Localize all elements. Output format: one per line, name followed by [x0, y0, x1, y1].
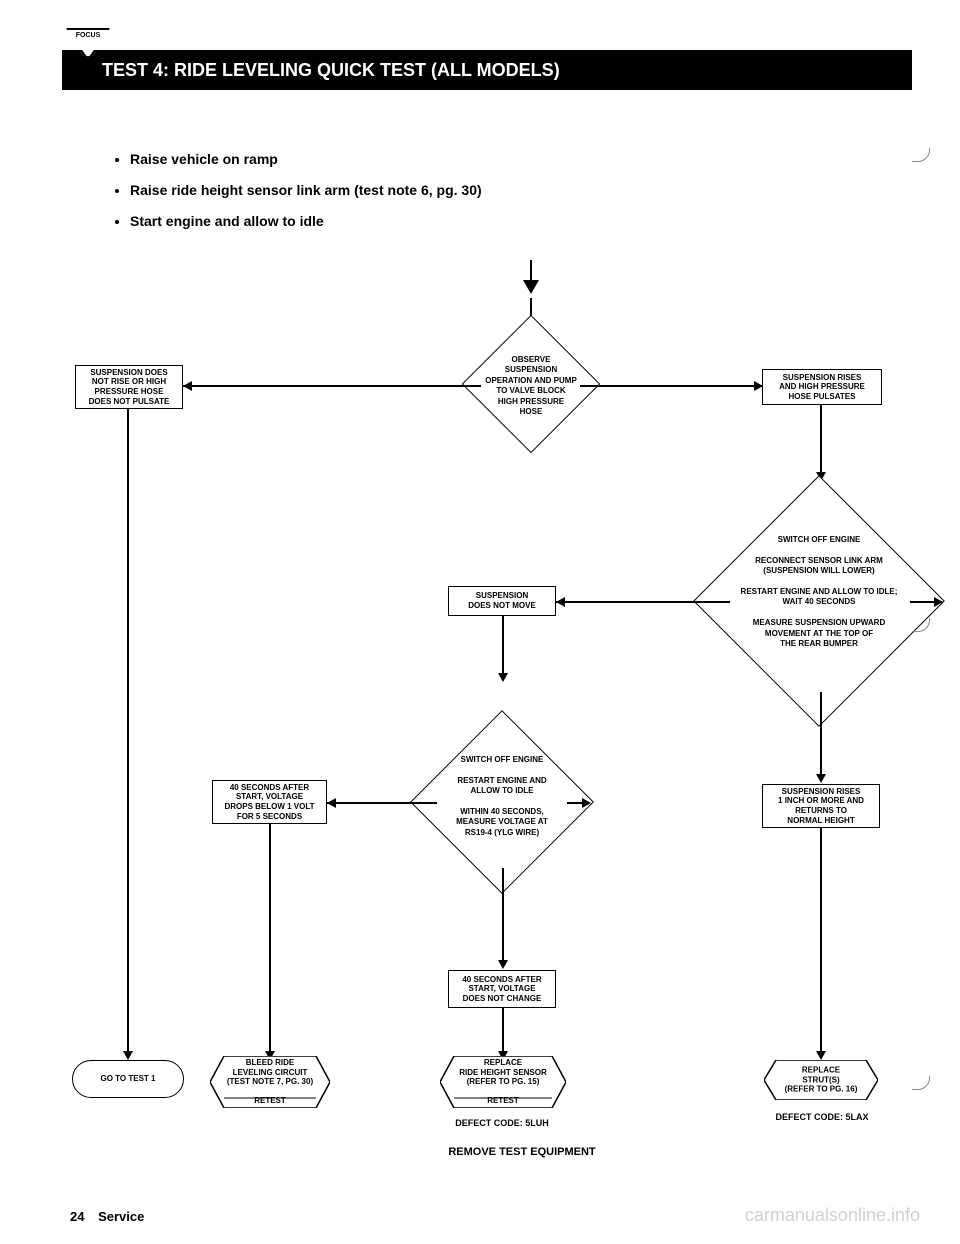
watermark: carmanualsonline.info — [745, 1205, 920, 1226]
connector — [556, 601, 730, 603]
page-curl — [912, 148, 930, 162]
arrow-left-icon — [327, 798, 336, 808]
not-rise-text: SUSPENSION DOESNOT RISE OR HIGHPRESSURE … — [89, 368, 170, 406]
arrow-down-icon — [816, 774, 826, 783]
not-move-box: SUSPENSIONDOES NOT MOVE — [448, 586, 556, 616]
observe-decision — [462, 315, 601, 454]
not-move-text: SUSPENSIONDOES NOT MOVE — [468, 591, 536, 610]
no-change-text: 40 SECONDS AFTERSTART, VOLTAGEDOES NOT C… — [462, 975, 541, 1004]
connector — [183, 385, 481, 387]
header-title: TEST 4: RIDE LEVELING QUICK TEST (ALL MO… — [102, 60, 560, 81]
connector — [502, 868, 504, 963]
switch-off-1-decision — [693, 475, 945, 727]
goto-test1-text: GO TO TEST 1 — [101, 1074, 156, 1084]
remove-equipment-text: REMOVE TEST EQUIPMENT — [432, 1146, 612, 1158]
arrow-down-icon — [816, 1051, 826, 1060]
connector — [127, 409, 129, 1054]
arrow-down-icon — [498, 960, 508, 969]
defect-code-slax: DEFECT CODE: 5LAX — [772, 1112, 872, 1122]
defect-code-sluh: DEFECT CODE: 5LUH — [452, 1118, 552, 1128]
test-header: TEST 4: RIDE LEVELING QUICK TEST (ALL MO… — [62, 50, 912, 90]
replace-strut-hexagon: REPLACESTRUT(S)(REFER TO PG. 16) — [764, 1060, 878, 1100]
arrow-right-icon — [934, 597, 943, 607]
connector — [820, 692, 822, 777]
connector — [820, 405, 822, 475]
connector — [502, 1008, 504, 1054]
no-change-box: 40 SECONDS AFTERSTART, VOLTAGEDOES NOT C… — [448, 970, 556, 1008]
not-rise-box: SUSPENSION DOESNOT RISE OR HIGHPRESSURE … — [75, 365, 183, 409]
arrow-left-icon — [556, 597, 565, 607]
bleed-hexagon: BLEED RIDELEVELING CIRCUIT(TEST NOTE 7, … — [210, 1056, 330, 1108]
connector — [820, 828, 822, 1054]
arrow-down-icon — [523, 280, 539, 294]
rises-normal-box: SUSPENSION RISES1 INCH OR MORE ANDRETURN… — [762, 784, 880, 828]
flowchart: OBSERVESUSPENSIONOPERATION AND PUMPTO VA… — [62, 260, 942, 1170]
bullet-item: Start engine and allow to idle — [130, 206, 482, 237]
instruction-bullets: Raise vehicle on ramp Raise ride height … — [90, 144, 482, 236]
bullet-item: Raise ride height sensor link arm (test … — [130, 175, 482, 206]
arrow-left-icon — [183, 381, 192, 391]
rises-pulsates-text: SUSPENSION RISESAND HIGH PRESSUREHOSE PU… — [779, 373, 865, 402]
rises-normal-text: SUSPENSION RISES1 INCH OR MORE ANDRETURN… — [778, 787, 864, 825]
connector — [502, 616, 504, 676]
replace-sensor-hexagon: REPLACERIDE HEIGHT SENSOR(REFER TO PG. 1… — [440, 1056, 566, 1108]
drops-below-text: 40 SECONDS AFTERSTART, VOLTAGEDROPS BELO… — [224, 783, 314, 821]
replace-sensor-text: REPLACERIDE HEIGHT SENSOR(REFER TO PG. 1… — [440, 1058, 566, 1106]
goto-test1-terminal: GO TO TEST 1 — [72, 1060, 184, 1098]
bullet-item: Raise vehicle on ramp — [130, 144, 482, 175]
bleed-text: BLEED RIDELEVELING CIRCUIT(TEST NOTE 7, … — [210, 1058, 330, 1106]
arrow-right-icon — [754, 381, 763, 391]
section-name: Service — [98, 1209, 144, 1224]
replace-strut-text: REPLACESTRUT(S)(REFER TO PG. 16) — [764, 1066, 878, 1095]
rises-pulsates-box: SUSPENSION RISESAND HIGH PRESSUREHOSE PU… — [762, 369, 882, 405]
arrow-down-icon — [498, 673, 508, 682]
connector — [580, 385, 762, 387]
page-number: 24 — [70, 1209, 84, 1224]
arrow-down-icon — [123, 1051, 133, 1060]
page-footer: 24 Service — [70, 1209, 144, 1224]
connector — [530, 260, 532, 282]
connector — [269, 824, 271, 1054]
connector — [327, 802, 437, 804]
arrow-right-icon — [582, 798, 591, 808]
drops-below-box: 40 SECONDS AFTERSTART, VOLTAGEDROPS BELO… — [212, 780, 327, 824]
